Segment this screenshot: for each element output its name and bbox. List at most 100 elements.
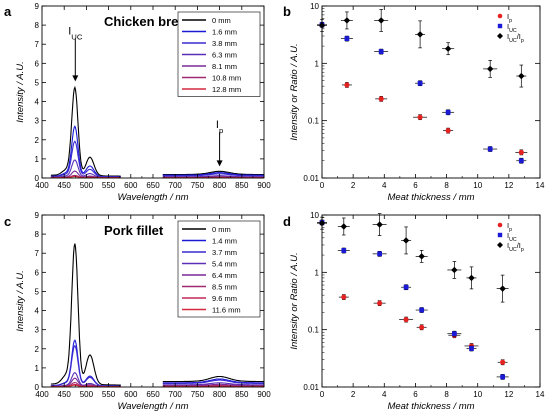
data-point-ip (378, 96, 384, 102)
annotation-label: IUC (68, 25, 83, 41)
data-point-ip (500, 359, 506, 365)
data-point-iuc (419, 307, 425, 313)
panel-label: a (4, 4, 12, 19)
data-point-iuc (451, 331, 457, 337)
panel-c: 400 450 500 550 600 650 700 750 800 850 900 0 1 2 3 4 5 6… (15, 211, 271, 412)
legend-entry: 6.4 mm (212, 271, 237, 280)
data-point-ratio (444, 45, 452, 52)
data-point-ip (403, 316, 409, 323)
legend-entry: 3.7 mm (212, 248, 237, 257)
legend-entry: 6.3 mm (212, 51, 237, 60)
legend-entry-part: p (521, 38, 524, 44)
y-tick-label: 10 (310, 2, 319, 11)
x-tick-label: 14 (536, 181, 545, 190)
y-tick-label: 2 (35, 345, 40, 354)
x-tick-label: 500 (80, 390, 94, 399)
series-line-nir-1 (162, 172, 264, 176)
data-point-iuc (487, 146, 493, 152)
annotation-label: Ip (216, 119, 223, 135)
data-point-iuc (500, 374, 506, 380)
series-line-nir-3 (162, 382, 264, 386)
legend-entry: 10.8 mm (212, 74, 241, 83)
legend-entry: IUC/Ip (507, 32, 524, 44)
y-axis-label: Intensity / A.U. (15, 61, 26, 122)
legend-marker (497, 33, 503, 39)
data-point-ratio (518, 72, 525, 80)
legend-entry-part: I (507, 22, 509, 31)
y-tick-label: 0 (35, 174, 40, 183)
data-point-ip (344, 82, 350, 88)
data-point-iuc (344, 36, 350, 42)
legend-entry: 1.6 mm (212, 28, 237, 37)
data-point-ratio (486, 65, 494, 73)
y-tick-label: 5 (35, 78, 40, 87)
y-tick-label: 7 (35, 249, 40, 258)
legend-entry-part: I (507, 32, 509, 41)
legend-entry: IUC/Ip (507, 241, 524, 253)
legend-entry: 9.6 mm (212, 294, 237, 303)
legend-entry-part: I (507, 241, 509, 250)
data-point-ratio (416, 31, 424, 38)
data-point-iuc (445, 109, 451, 115)
y-axis-label: Intensity or Ratio / A.U. (289, 252, 300, 349)
data-point-ratio (377, 17, 385, 24)
x-tick-label: 400 (35, 181, 49, 190)
y-tick-label: 0 (35, 383, 40, 392)
annotation-label-part: p (219, 126, 223, 135)
y-tick-label: 10 (310, 211, 319, 220)
panel-b: 0 2 4 6 8 10 12 14 0.01 0.1 1 10 Meat thickness / mm… (289, 2, 545, 203)
legend-entry-part: p (509, 227, 512, 233)
legend-marker (497, 232, 503, 238)
x-axis-label: Wavelength / nm (117, 192, 188, 203)
panel-label: c (4, 214, 11, 229)
y-tick-label: 1 (35, 364, 40, 373)
legend-entry-part: UC (509, 28, 517, 34)
data-point-ratio (402, 237, 410, 244)
data-point-ip (417, 114, 423, 120)
x-tick-label: 14 (536, 390, 545, 399)
legend-entry-part: I (507, 231, 509, 240)
x-tick-label: 450 (58, 181, 72, 190)
x-tick-label: 800 (213, 390, 227, 399)
data-point-ratio (343, 17, 351, 24)
series-line-nir-1 (162, 378, 264, 384)
legend-entry: IUC (507, 231, 517, 243)
legend-entry-part: p (521, 247, 524, 253)
data-point-ip (341, 294, 347, 300)
data-point-ratio (318, 22, 326, 29)
y-tick-label: 6 (35, 59, 40, 68)
legend-entry: Ip (507, 221, 512, 233)
data-point-iuc (403, 284, 409, 290)
legend-entry-part: UC (509, 247, 517, 253)
legend-marker (497, 23, 503, 29)
x-tick-label: 6 (413, 390, 418, 399)
y-tick-label: 0.1 (308, 326, 320, 335)
legend-entry: 12.8 mm (212, 85, 241, 94)
panel-a: 400 450 500 550 600 650 700 750 800 850 900 0 1 2 3 4 5 6… (15, 2, 271, 203)
data-point-iuc (378, 49, 384, 55)
legend-entry: 5.4 mm (212, 260, 237, 269)
legend-entry: 1.4 mm (212, 237, 237, 246)
y-tick-label: 3 (35, 326, 40, 335)
series-line-uv-0 (50, 85, 121, 177)
data-point-iuc (469, 346, 474, 351)
x-tick-label: 12 (504, 390, 513, 399)
annotation-arrow-head (72, 75, 79, 82)
data-point-ratio (318, 219, 326, 227)
y-tick-label: 4 (35, 98, 40, 107)
series-line-uv-0 (50, 243, 121, 386)
legend-box (177, 220, 261, 318)
data-point-ratio (499, 285, 506, 292)
x-tick-label: 8 (444, 390, 449, 399)
y-tick-label: 6 (35, 268, 40, 277)
y-tick-label: 3 (35, 117, 40, 126)
x-tick-label: 400 (35, 390, 49, 399)
x-tick-label: 6 (413, 181, 418, 190)
data-point-ratio (376, 221, 383, 228)
x-tick-label: 900 (257, 181, 271, 190)
legend-entry-part: /I (517, 32, 521, 41)
x-tick-label: 12 (504, 181, 513, 190)
data-point-iuc (341, 248, 347, 253)
series-line-nir-2 (162, 173, 264, 177)
data-point-ip (419, 324, 425, 330)
